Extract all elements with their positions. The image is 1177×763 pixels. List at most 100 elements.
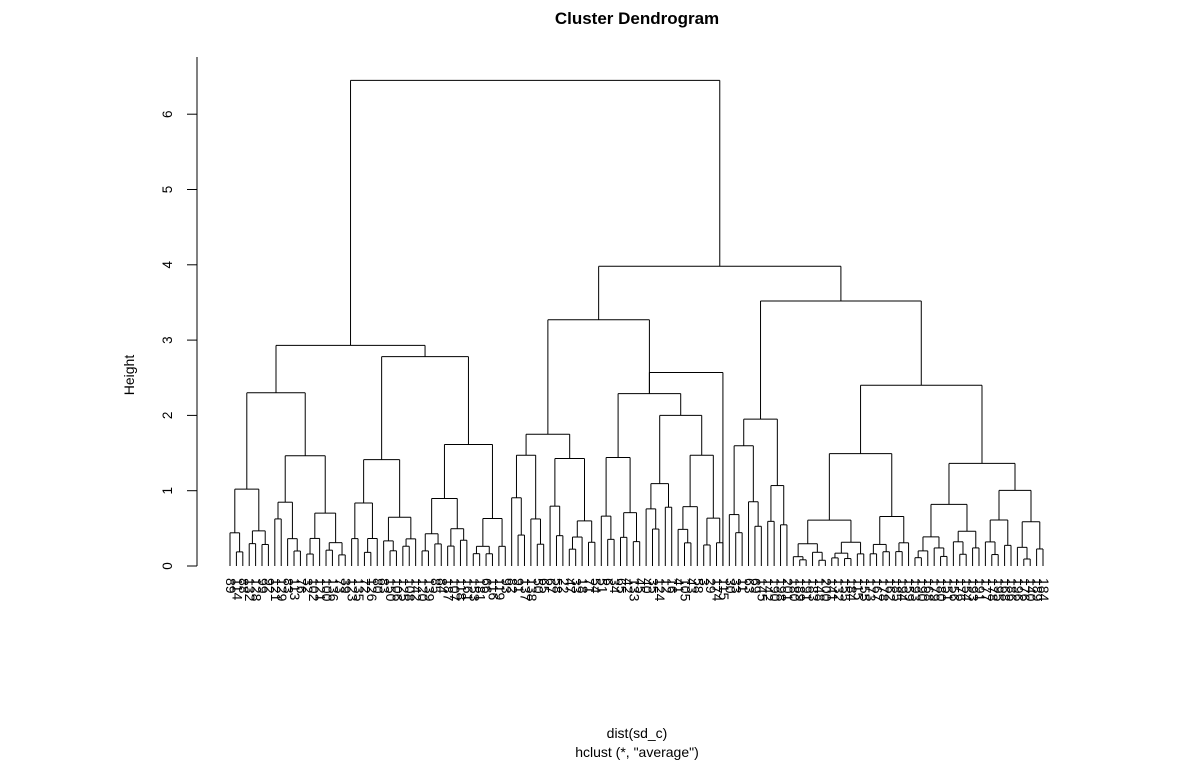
leaf-label-17: 73 [332, 578, 348, 594]
leaf-label-49: 65 [537, 578, 553, 594]
y-tick-label-5: 5 [160, 186, 175, 194]
leaf-label-117: 191 [972, 578, 988, 602]
leaf-label-65: 40 [639, 578, 655, 594]
leaf-label-67: 124 [652, 578, 668, 602]
leaf-label-25: 150 [383, 578, 399, 602]
y-tick-label-6: 6 [160, 110, 175, 118]
leaf-label-26: 106 [389, 578, 405, 602]
leaf-label-123: 196 [1010, 578, 1026, 602]
leaf-label-118: 177 [978, 578, 994, 602]
leaf-label-41: 116 [485, 578, 501, 601]
leaf-label-78: 30 [722, 578, 738, 594]
leaf-label-21: 72 [357, 578, 373, 594]
y-axis-label: Height [121, 355, 137, 396]
leaf-label-69: 16 [665, 578, 681, 594]
leaf-label-43: 93 [498, 578, 514, 594]
leaf-label-75: 29 [703, 578, 719, 594]
leaf-label-37: 161 [460, 578, 476, 602]
leaf-label-93: 200 [818, 578, 834, 602]
dendrogram-tree [229, 79, 1044, 566]
y-tick-label-1: 1 [160, 487, 175, 495]
leaf-label-106: 159 [902, 578, 918, 602]
leaf-label-44: 82 [505, 578, 521, 594]
leaf-label-79: 33 [729, 578, 745, 594]
leaf-label-114: 176 [953, 578, 969, 602]
leaf-label-112: 151 [940, 578, 956, 602]
leaf-label-29: 142 [409, 578, 425, 602]
leaf-label-115: 154 [959, 578, 975, 602]
leaf-label-36: 118 [453, 578, 469, 601]
leaf-label-62: 42 [620, 578, 636, 594]
leaf-label-121: 168 [998, 578, 1014, 602]
leaf-label-86: 198 [774, 578, 790, 602]
leaf-label-3: 132 [242, 578, 258, 602]
leaf-label-91: 183 [806, 578, 822, 602]
leaf-label-5: 99 [255, 578, 271, 594]
leaf-label-103: 162 [882, 578, 898, 602]
leaf-label-1: 114 [229, 578, 245, 601]
leaf-label-28: 108 [402, 578, 418, 602]
leaf-label-60: 34 [607, 578, 623, 594]
leaf-label-64: 45 [633, 578, 649, 594]
leaf-label-52: 22 [556, 578, 572, 594]
leaf-label-88: 180 [786, 578, 802, 602]
leaf-label-94: 141 [825, 578, 841, 602]
leaf-label-73: 58 [690, 578, 706, 594]
leaf-label-74: 3 [697, 578, 713, 586]
y-tick-label-3: 3 [160, 336, 175, 344]
leaf-label-71: 105 [678, 578, 694, 602]
leaf-label-51: 58 [549, 578, 565, 594]
leaf-label-122: 186 [1004, 578, 1020, 602]
leaf-label-33: 84 [434, 578, 450, 594]
leaf-label-59: 6 [601, 578, 617, 586]
leaf-label-85: 190 [767, 578, 783, 602]
leaf-label-15: 100 [319, 578, 335, 602]
leaf-label-63: 133 [626, 578, 642, 602]
leaf-label-127: 184 [1036, 578, 1052, 602]
leaf-label-89: 189 [793, 578, 809, 602]
leaf-label-107: 193 [908, 578, 924, 602]
method-label: hclust (*, "average") [575, 744, 699, 760]
chart-title: Cluster Dendrogram [555, 9, 719, 28]
leaf-label-58: 51 [594, 578, 610, 594]
leaf-labels: 8911488132128999212112983113763210212110… [223, 578, 1052, 602]
leaf-label-22: 126 [364, 578, 380, 602]
x-axis-label: dist(sd_c) [607, 725, 668, 741]
leaf-label-72: 43 [684, 578, 700, 594]
leaf-label-97: 184 [844, 578, 860, 602]
y-tick-label-0: 0 [160, 562, 175, 570]
leaf-label-7: 121 [268, 578, 284, 602]
leaf-label-32: 85 [428, 578, 444, 594]
leaf-label-120: 195 [991, 578, 1007, 602]
leaf-label-116: 193 [966, 578, 982, 602]
leaf-label-80: 11 [735, 578, 751, 593]
leaf-label-101: 167 [870, 578, 886, 602]
leaf-label-99: 155 [857, 578, 873, 602]
leaf-label-76: 174 [710, 578, 726, 602]
leaf-label-82: 69 [748, 578, 764, 594]
leaf-label-53: 47 [562, 578, 578, 594]
leaf-label-110: 179 [927, 578, 943, 602]
leaf-label-13: 102 [306, 578, 322, 602]
leaf-label-12: 32 [300, 578, 316, 594]
leaf-label-105: 194 [895, 578, 911, 602]
leaf-label-2: 88 [236, 578, 252, 594]
y-axis: 0 1 2 3 4 5 6 [160, 57, 198, 570]
leaf-label-81: 63 [742, 578, 758, 594]
leaf-label-23: 80 [370, 578, 386, 594]
leaf-label-48: 50 [530, 578, 546, 594]
leaf-label-125: 140 [1023, 578, 1039, 602]
leaf-label-84: 142 [761, 578, 777, 602]
leaf-label-40: 66 [479, 578, 495, 594]
leaf-label-16: 136 [325, 578, 341, 602]
leaf-label-56: 71 [581, 578, 597, 594]
leaf-label-19: 123 [345, 578, 361, 602]
leaf-label-111: 180 [934, 578, 950, 602]
leaf-label-34: 187 [441, 578, 457, 602]
leaf-label-20: 135 [351, 578, 367, 602]
leaf-label-14: 121 [313, 578, 329, 602]
leaf-label-8: 129 [274, 578, 290, 602]
leaf-label-102: 178 [876, 578, 892, 602]
leaf-label-30: 120 [415, 578, 431, 602]
